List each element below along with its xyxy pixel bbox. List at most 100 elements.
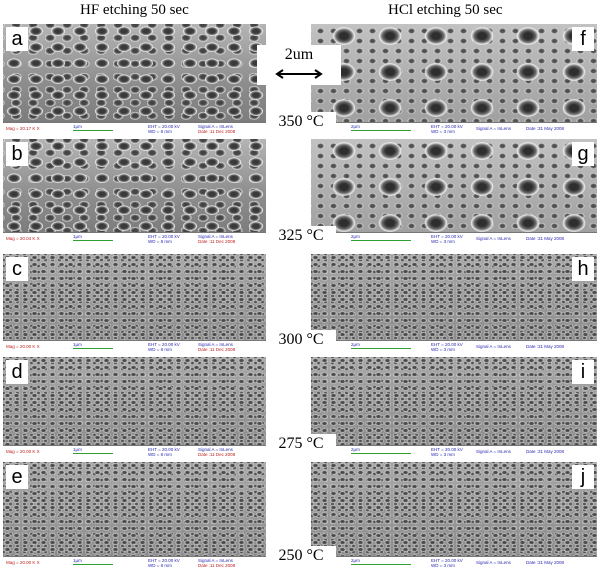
magnification-text: Mag = 20.00 K X — [6, 449, 40, 454]
sem-panel-e: e Mag = 20.00 K X 1μm EHT = 20.00 kV WD … — [3, 462, 266, 568]
date-text: Date :11 Dec 2008 — [198, 239, 236, 244]
wd-text: WD = 3 mm — [431, 129, 455, 134]
scale-line — [73, 240, 113, 241]
right-column-title: HCl etching 50 sec — [388, 2, 503, 18]
sem-image — [3, 24, 266, 123]
scale-text: 2μm — [351, 558, 360, 563]
eht-text: EHT = 20.00 kV — [148, 558, 180, 563]
temperature-label: 250 °C — [266, 546, 336, 566]
wd-text: WD = 8 mm — [148, 239, 172, 244]
eht-text: EHT = 20.00 kV — [431, 447, 463, 452]
sem-databar: Mag = 20.17 K X 1μm EHT = 20.00 kV WD = … — [3, 122, 266, 134]
sem-panel-h: h 2.15 K X 2μm EHT = 20.00 kV WD = 3 mm … — [311, 254, 597, 352]
sem-image — [311, 254, 597, 341]
magnification-text: Mag = 20.00 K X — [6, 344, 40, 349]
sem-databar: 0.00 K X 2μm EHT = 20.00 kV WD = 3 mm Si… — [311, 122, 597, 134]
scale-line — [351, 453, 411, 454]
scale-line — [351, 564, 411, 565]
signal-text: Signal A = InLens — [198, 558, 233, 563]
scale-line — [73, 453, 113, 454]
scale-text: 2μm — [351, 234, 360, 239]
sem-image — [3, 462, 266, 557]
panel-label: b — [6, 142, 28, 166]
date-text: Date :31 May 2008 — [526, 344, 565, 349]
sem-panel-g: g 0.00 K X 2μm EHT = 20.00 kV WD = 3 mm … — [311, 139, 597, 244]
scale-text: 2μm — [351, 342, 360, 347]
date-text: Date :11 Dec 2008 — [198, 129, 236, 134]
scale-text: 1μm — [73, 342, 82, 347]
eht-text: EHT = 20.00 kV — [431, 558, 463, 563]
temperature-label: 300 °C — [266, 330, 336, 350]
signal-text: Signal A = InLens — [476, 126, 511, 131]
wd-text: WD = 8 mm — [148, 563, 172, 568]
wd-text: WD = 8 mm — [148, 129, 172, 134]
panel-label: j — [572, 465, 594, 489]
signal-text: Signal A = InLens — [476, 560, 511, 565]
date-text: Date :31 May 2008 — [526, 560, 565, 565]
scale-text: 1μm — [73, 124, 82, 129]
sem-panel-b: b Mag = 20.04 K X 1μm EHT = 20.00 kV WD … — [3, 139, 266, 244]
signal-text: Signal A = InLens — [476, 449, 511, 454]
scale-line — [351, 240, 411, 241]
eht-text: EHT = 20.00 kV — [431, 342, 463, 347]
scale-line — [351, 348, 411, 349]
sem-databar: 2.15 K X 2μm EHT = 20.00 kV WD = 3 mm Si… — [311, 340, 597, 352]
temperature-label: 350 °C — [266, 112, 336, 132]
scale-text: 2μm — [351, 124, 360, 129]
sem-image — [311, 139, 597, 233]
sem-image — [3, 254, 266, 341]
sem-image — [3, 139, 266, 233]
scale-line — [73, 564, 113, 565]
sem-databar: Mag = 20.00 K X 1μm EHT = 20.00 kV WD = … — [3, 340, 266, 352]
sem-panel-j: j 2.15 K X 2μm EHT = 20.00 kV WD = 3 mm … — [311, 462, 597, 568]
wd-text: WD = 3 mm — [431, 347, 455, 352]
panel-label: e — [6, 465, 28, 489]
signal-text: Signal A = InLens — [198, 342, 233, 347]
sem-panel-d: d Mag = 20.00 K X 1μm EHT = 20.00 kV WD … — [3, 357, 266, 457]
sem-databar: Mag = 20.00 K X 1μm EHT = 20.00 kV WD = … — [3, 556, 266, 568]
double-arrow-icon — [275, 69, 323, 79]
eht-text: EHT = 20.00 kV — [148, 124, 180, 129]
panel-label: c — [6, 257, 28, 281]
panel-label: f — [572, 27, 594, 51]
date-text: Date :31 May 2008 — [526, 236, 565, 241]
wd-text: WD = 3 mm — [431, 563, 455, 568]
sem-databar: Mag = 20.00 K X 1μm EHT = 20.00 kV WD = … — [3, 445, 266, 457]
wd-text: WD = 8 mm — [148, 452, 172, 457]
panel-label: d — [6, 360, 28, 384]
eht-text: EHT = 20.00 kV — [431, 234, 463, 239]
signal-text: Signal A = InLens — [476, 236, 511, 241]
sem-image — [311, 357, 597, 446]
eht-text: EHT = 20.00 kV — [148, 447, 180, 452]
scale-text: 1μm — [73, 447, 82, 452]
scale-bar: 2um — [257, 45, 341, 85]
signal-text: Signal A = InLens — [198, 124, 233, 129]
left-column-title: HF etching 50 sec — [80, 2, 189, 18]
magnification-text: Mag = 20.17 K X — [6, 126, 40, 131]
panel-label: a — [6, 27, 28, 51]
scale-text: 1μm — [73, 234, 82, 239]
sem-databar: 0.00 K X 2μm EHT = 20.00 kV WD = 3 mm Si… — [311, 232, 597, 244]
sem-panel-c: c Mag = 20.00 K X 1μm EHT = 20.00 kV WD … — [3, 254, 266, 352]
sem-panel-i: i 2.15 K X 2μm EHT = 20.00 kV WD = 3 mm … — [311, 357, 597, 457]
sem-databar: 2.15 K X 2μm EHT = 20.00 kV WD = 3 mm Si… — [311, 445, 597, 457]
sem-databar: 2.15 K X 2μm EHT = 20.00 kV WD = 3 mm Si… — [311, 556, 597, 568]
magnification-text: Mag = 20.00 K X — [6, 560, 40, 565]
wd-text: WD = 3 mm — [431, 239, 455, 244]
sem-databar: Mag = 20.04 K X 1μm EHT = 20.00 kV WD = … — [3, 232, 266, 244]
scale-line — [73, 348, 113, 349]
temperature-label: 325 °C — [266, 226, 336, 246]
eht-text: EHT = 20.00 kV — [148, 342, 180, 347]
sem-image — [3, 357, 266, 446]
date-text: Date :11 Dec 2008 — [198, 347, 236, 352]
eht-text: EHT = 20.00 kV — [148, 234, 180, 239]
scale-text: 2μm — [351, 447, 360, 452]
scale-text: 1μm — [73, 558, 82, 563]
scale-bar-label: 2um — [284, 46, 314, 63]
signal-text: Signal A = InLens — [198, 234, 233, 239]
eht-text: EHT = 20.00 kV — [431, 124, 463, 129]
sem-image — [311, 462, 597, 557]
date-text: Date :31 May 2008 — [526, 126, 565, 131]
temperature-label: 275 °C — [266, 434, 336, 454]
sem-image — [311, 24, 597, 123]
